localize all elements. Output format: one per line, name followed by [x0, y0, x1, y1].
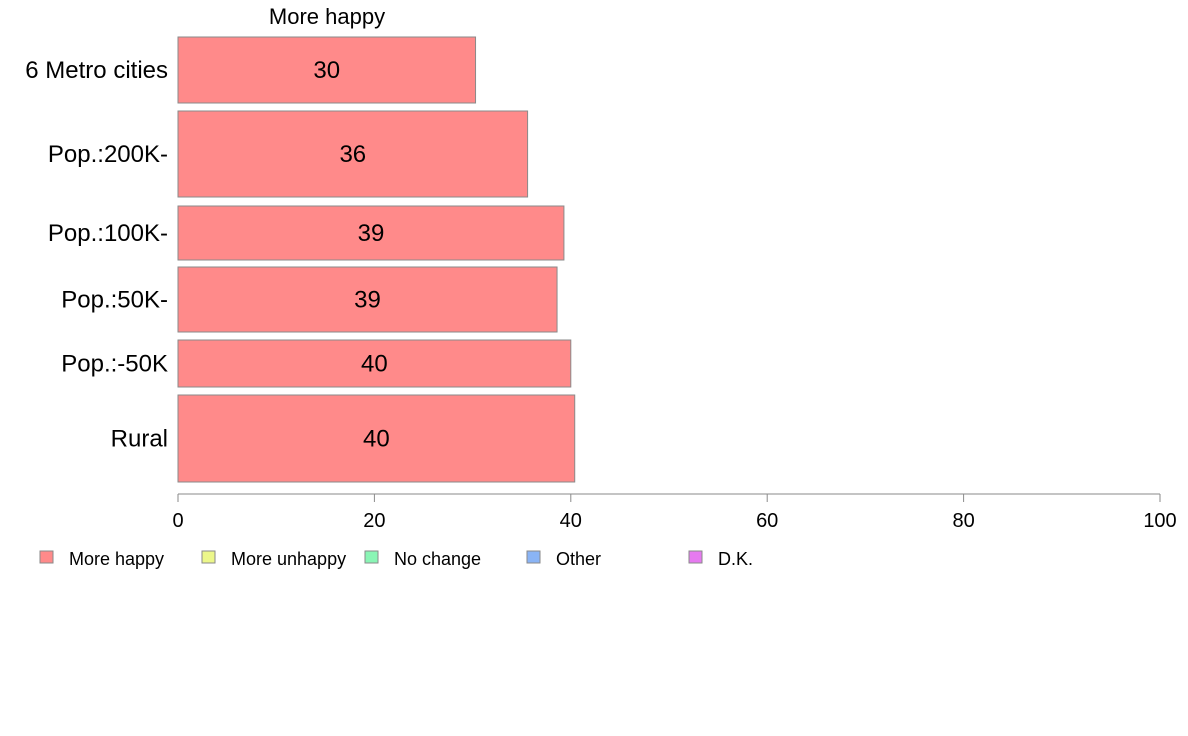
legend-label: No change — [394, 549, 481, 569]
bar-value-label: 40 — [363, 426, 390, 453]
category-label: Pop.:100K- — [48, 220, 168, 247]
legend-label: More unhappy — [231, 549, 346, 569]
bar-value-label: 40 — [361, 351, 388, 378]
bar-value-label: 30 — [313, 57, 340, 84]
x-tick-label: 100 — [1143, 510, 1176, 532]
chart-title: More happy — [269, 4, 385, 29]
x-tick-label: 60 — [756, 510, 778, 532]
bar — [177, 266, 558, 333]
x-tick-label: 80 — [952, 510, 974, 532]
legend-label: D.K. — [718, 549, 753, 569]
category-label: 6 Metro cities — [25, 57, 168, 84]
bar — [177, 36, 477, 104]
legend-swatch — [688, 550, 703, 564]
bar — [177, 205, 565, 261]
legend-swatch — [39, 550, 54, 564]
legend: More happy More unhappy No change Other D.K. — [39, 549, 753, 569]
x-axis: 0 20 40 60 80 100 — [172, 493, 1177, 532]
bar-value-label: 39 — [354, 287, 381, 314]
bar — [177, 339, 572, 388]
legend-swatch — [364, 550, 379, 564]
legend-swatch — [201, 550, 216, 564]
x-tick-label: 40 — [560, 510, 582, 532]
bar — [177, 110, 529, 198]
category-label: Pop.:200K- — [48, 141, 168, 168]
legend-label: Other — [556, 549, 601, 569]
bars-layer: 30 6 Metro cities 36 Pop.:200K- 39 Pop.:100K-… — [25, 36, 576, 483]
category-label: Rural — [111, 426, 168, 453]
bar-value-label: 36 — [339, 141, 366, 168]
category-label: Pop.:50K- — [61, 287, 168, 314]
category-label: Pop.:-50K — [61, 351, 168, 378]
bar — [177, 394, 576, 483]
x-tick-label: 20 — [363, 510, 385, 532]
bar-value-label: 39 — [358, 220, 385, 247]
x-tick-label: 0 — [172, 510, 183, 532]
legend-label: More happy — [69, 549, 164, 569]
legend-swatch — [526, 550, 541, 564]
